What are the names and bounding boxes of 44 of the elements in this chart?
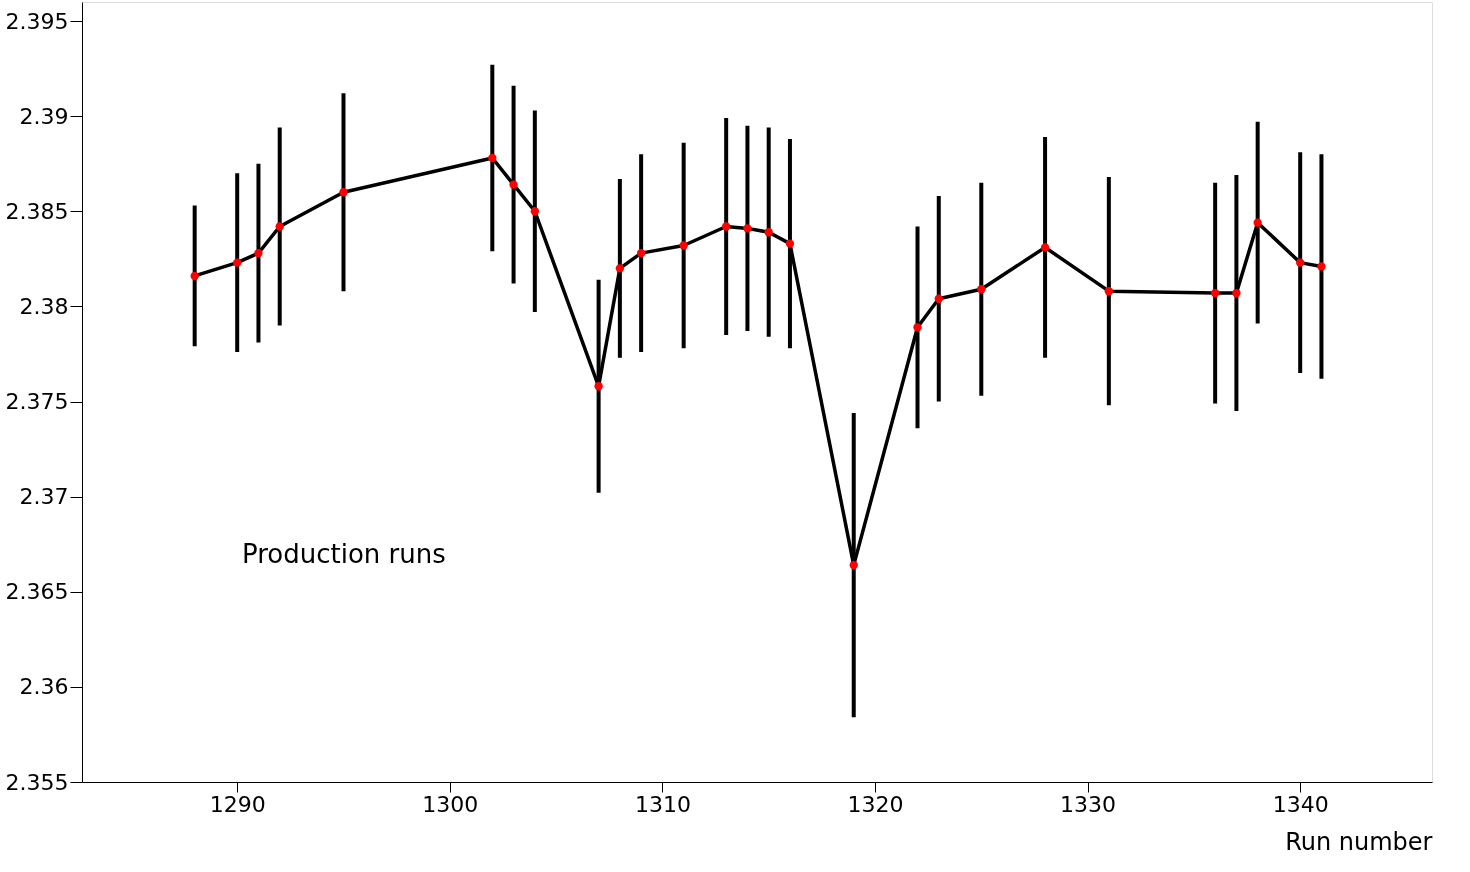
point	[1104, 287, 1114, 296]
point	[743, 224, 752, 233]
point	[254, 248, 263, 258]
point	[339, 188, 348, 197]
point	[615, 264, 625, 273]
point	[849, 560, 858, 570]
point	[785, 239, 795, 248]
point	[190, 271, 199, 281]
y-tick-label: 2.36	[19, 674, 69, 700]
annotation: Production runs	[242, 539, 446, 569]
y-tick-label: 2.39	[19, 103, 69, 129]
point	[1317, 262, 1326, 271]
y-tick-label: 2.365	[5, 579, 69, 605]
x-tick-label: 1310	[634, 791, 691, 817]
point	[764, 228, 773, 237]
point	[636, 248, 646, 258]
point	[913, 323, 922, 332]
y-tick-label: 2.385	[5, 198, 69, 224]
point	[233, 258, 242, 267]
point	[488, 153, 497, 163]
point	[530, 207, 540, 216]
y-tick-label: 2.355	[5, 769, 69, 795]
point	[1040, 243, 1050, 252]
point	[509, 180, 518, 189]
point	[721, 222, 731, 231]
point	[1232, 288, 1241, 298]
y-tick-label: 2.38	[19, 293, 69, 319]
point	[1210, 288, 1220, 298]
point	[1296, 258, 1305, 267]
x-tick-label: 1290	[209, 791, 266, 817]
x-tick-label: 1320	[847, 791, 904, 817]
x-tick-label: 1300	[422, 791, 479, 817]
x-tick-label: 1330	[1060, 791, 1117, 817]
y-tick-label: 2.395	[5, 8, 69, 34]
point	[594, 382, 603, 391]
y-tick-label: 2.375	[5, 389, 69, 415]
point	[977, 285, 986, 294]
point	[934, 294, 943, 303]
point	[1253, 218, 1262, 227]
point	[679, 241, 688, 250]
x-axis-title: Run number	[1285, 827, 1433, 856]
point	[275, 222, 284, 231]
y-tick-label: 2.37	[19, 484, 69, 510]
x-tick-label: 1340	[1272, 791, 1329, 817]
